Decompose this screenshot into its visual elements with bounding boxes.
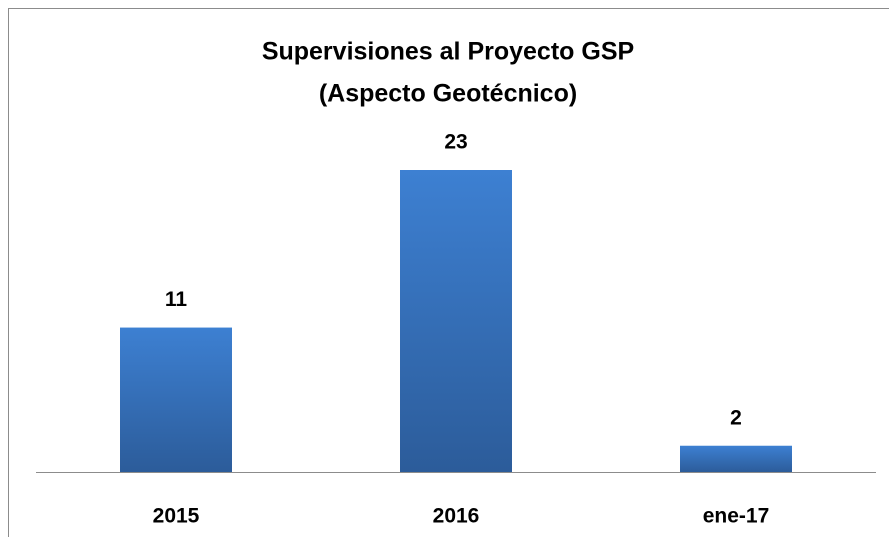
data-label: 11 — [165, 288, 188, 311]
data-label: 23 — [444, 131, 467, 154]
data-label: 2 — [730, 406, 742, 429]
bar — [400, 170, 512, 472]
x-tick-label: 2015 — [153, 505, 200, 528]
x-tick-label: 2016 — [433, 505, 480, 528]
x-tick-label: ene-17 — [703, 505, 770, 528]
bar — [120, 327, 232, 472]
chart-title: Supervisiones al Proyecto GSP — [262, 38, 634, 66]
chart-title: (Aspecto Geotécnico) — [319, 80, 577, 108]
bar — [680, 445, 792, 472]
